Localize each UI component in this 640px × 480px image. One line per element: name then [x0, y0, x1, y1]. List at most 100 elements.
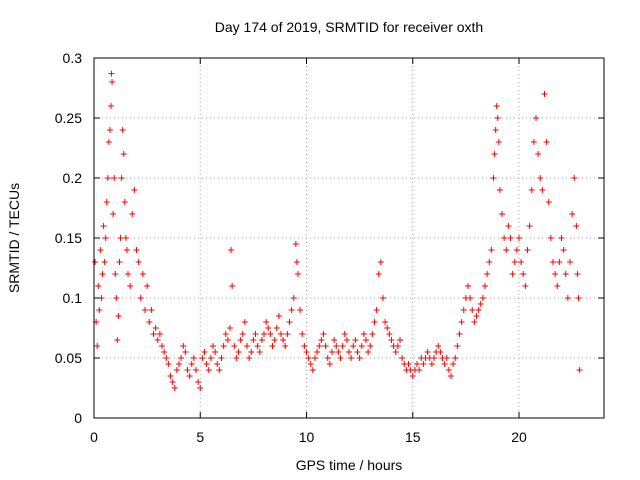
data-point	[103, 199, 110, 205]
data-point	[560, 247, 567, 253]
data-point	[224, 337, 231, 343]
data-point	[537, 175, 544, 181]
data-point	[171, 385, 178, 391]
data-point	[254, 343, 261, 349]
data-point	[100, 223, 107, 229]
data-point	[303, 349, 310, 355]
data-point	[571, 175, 578, 181]
data-point	[475, 307, 482, 313]
data-point	[92, 259, 99, 265]
data-point	[503, 247, 510, 253]
data-point	[182, 349, 189, 355]
data-point	[360, 331, 367, 337]
data-point	[222, 331, 229, 337]
data-point	[220, 343, 227, 349]
data-point	[305, 355, 312, 361]
data-point	[482, 283, 488, 289]
data-point	[105, 139, 112, 145]
data-point	[533, 115, 539, 121]
data-point	[229, 283, 236, 289]
data-point	[173, 367, 180, 373]
data-point	[280, 337, 287, 343]
data-point	[509, 271, 516, 277]
data-point	[120, 151, 127, 157]
data-point	[516, 235, 522, 241]
data-point	[286, 319, 293, 325]
data-point	[193, 367, 199, 373]
data-point	[467, 295, 474, 301]
data-point	[273, 325, 280, 331]
data-point	[458, 319, 465, 325]
data-point	[169, 379, 176, 385]
y-tick-label: 0.15	[55, 230, 82, 246]
data-point	[448, 373, 454, 379]
data-point	[241, 319, 248, 325]
data-point	[491, 151, 498, 157]
data-point	[144, 283, 151, 289]
data-point	[201, 349, 208, 355]
y-tick-label: 0.25	[55, 110, 82, 126]
data-point	[552, 271, 559, 277]
data-point	[375, 271, 382, 277]
data-point	[233, 355, 240, 361]
data-point	[146, 319, 153, 325]
data-point	[129, 211, 136, 217]
data-point	[386, 331, 393, 337]
data-point	[524, 247, 531, 253]
data-point	[290, 295, 297, 301]
data-point	[210, 343, 216, 349]
data-point	[244, 343, 250, 349]
data-point	[574, 271, 581, 277]
data-point	[261, 331, 267, 337]
data-point	[388, 337, 395, 343]
data-point	[212, 349, 219, 355]
data-point	[293, 259, 300, 265]
data-point	[159, 343, 165, 349]
data-point	[384, 325, 391, 331]
data-point	[343, 337, 350, 343]
data-point	[441, 361, 448, 367]
data-point	[214, 361, 221, 367]
data-point	[322, 343, 329, 349]
data-point	[420, 361, 427, 367]
x-axis-title: GPS time / hours	[296, 457, 403, 473]
data-point	[118, 175, 125, 181]
data-point	[373, 307, 380, 313]
data-point	[535, 151, 542, 157]
data-point	[443, 355, 450, 361]
data-point	[256, 349, 263, 355]
data-point	[416, 367, 423, 373]
data-point	[250, 337, 257, 343]
data-point	[218, 355, 225, 361]
data-point	[108, 70, 115, 77]
data-point	[96, 307, 103, 313]
data-point	[314, 349, 321, 355]
data-point	[550, 259, 556, 265]
data-point	[397, 337, 403, 343]
data-point	[156, 331, 163, 337]
data-point	[437, 349, 444, 355]
data-point	[454, 343, 461, 349]
data-point	[176, 361, 182, 367]
data-point	[556, 259, 563, 265]
data-point	[564, 295, 571, 301]
data-point	[271, 337, 278, 343]
data-point	[203, 361, 210, 367]
data-point	[190, 355, 197, 361]
data-point	[405, 361, 412, 367]
data-point	[501, 235, 508, 241]
data-point	[239, 331, 246, 337]
y-tick-labels: 0 0.05 0.1 0.15 0.2 0.25 0.3	[55, 50, 82, 426]
y-tick-label: 0	[74, 410, 82, 426]
data-point	[278, 331, 284, 337]
data-point	[369, 331, 376, 337]
data-point	[494, 115, 501, 121]
data-point	[188, 361, 195, 367]
data-point	[414, 361, 420, 367]
data-point	[292, 241, 299, 247]
data-point	[109, 79, 116, 85]
data-point	[131, 187, 138, 193]
data-point	[299, 331, 306, 337]
data-point	[167, 373, 174, 379]
